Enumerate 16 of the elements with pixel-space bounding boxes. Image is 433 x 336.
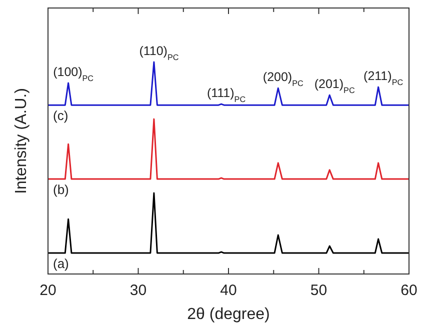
series-label: (b): [53, 182, 69, 198]
annotation: (111)$_{PC}$: [206, 86, 246, 104]
x-axis-title: 2θ (degree): [187, 306, 270, 323]
y-axis-title: Intensity (A.U.): [13, 88, 30, 194]
x-tick-label: 30: [130, 282, 147, 299]
annotation: (200)$_{PC}$: [262, 70, 304, 88]
annotation: (201)$_{PC}$: [314, 77, 355, 95]
series-label: (c): [53, 108, 68, 124]
x-tick-label: 50: [310, 282, 328, 299]
x-tick-label: 20: [40, 282, 56, 299]
x-tick-label: 60: [400, 282, 418, 299]
annotation: (100)$_{PC}$: [53, 65, 94, 83]
series-label: (a): [53, 256, 69, 272]
annotation: (110)$_{PC}$: [139, 44, 179, 62]
annotation: (211)$_{PC}$: [364, 69, 404, 87]
x-tick-label: 40: [220, 282, 237, 299]
